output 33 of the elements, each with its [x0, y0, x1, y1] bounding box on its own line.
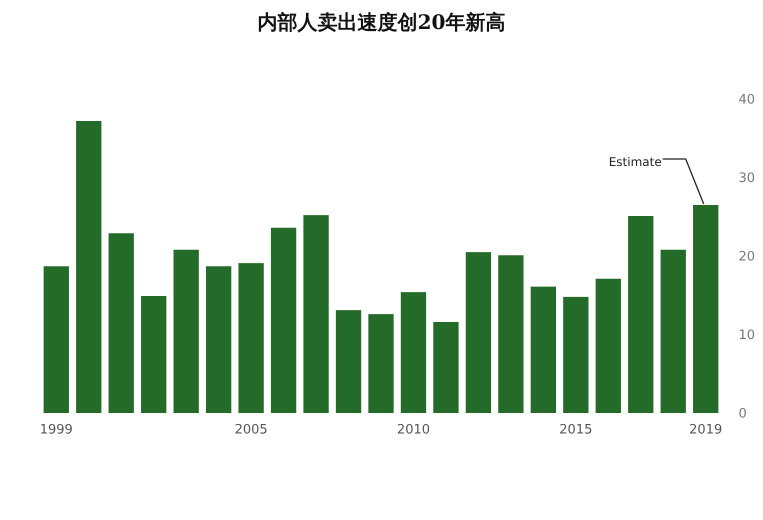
bar [563, 296, 588, 413]
bar [433, 322, 459, 413]
bar [141, 296, 166, 413]
bar [336, 310, 362, 413]
y-tick-label: 30 [738, 171, 756, 186]
bar [108, 233, 134, 413]
bar [400, 292, 426, 413]
bar [530, 286, 556, 413]
y-tick-label: 20 [738, 250, 756, 264]
y-tick-label: 10 [738, 328, 756, 343]
chart-title: 内部人卖出速度创20年新高 [256, 9, 506, 36]
bar [206, 266, 232, 413]
y-tick-label: 40 [738, 92, 756, 108]
bar [270, 228, 296, 413]
y-tick-label: 0 [738, 406, 747, 422]
bar [466, 252, 492, 413]
bar [660, 250, 686, 413]
annotation: Estimate [608, 154, 662, 169]
bar [498, 255, 524, 413]
bar [596, 278, 621, 413]
bar [76, 120, 102, 413]
bar [44, 266, 69, 413]
bar [303, 215, 329, 413]
bar [238, 263, 264, 413]
x-tick-label: 1999 [40, 422, 73, 438]
x-tick-label: 2015 [559, 422, 592, 438]
bar [368, 314, 394, 413]
x-tick-label: 2010 [396, 422, 430, 438]
bar [693, 204, 718, 413]
bar [628, 216, 654, 413]
x-tick-label: 2019 [689, 422, 722, 438]
x-tick-label: 2005 [234, 422, 268, 438]
bar [174, 250, 199, 413]
